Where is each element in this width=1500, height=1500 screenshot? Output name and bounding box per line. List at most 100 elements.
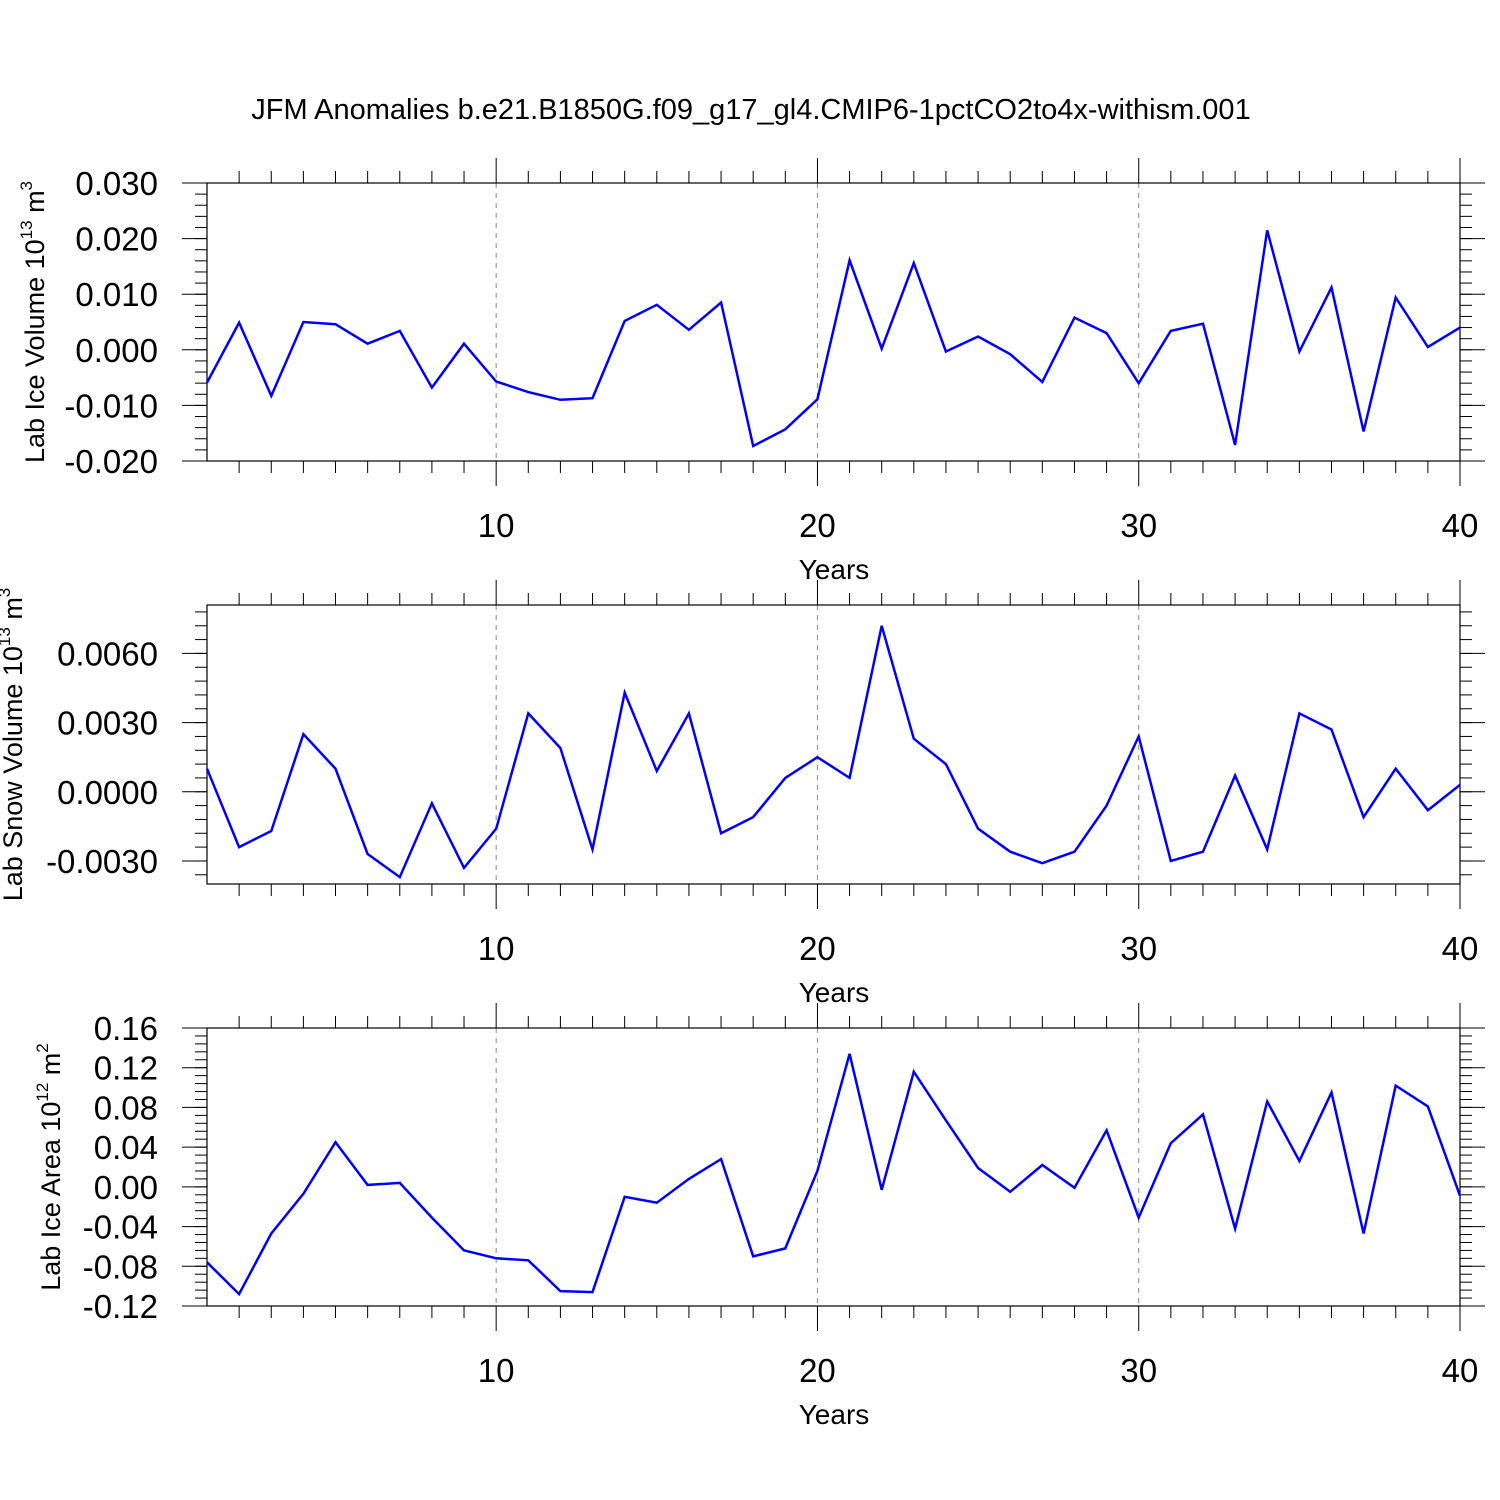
data-point (688, 712, 690, 714)
data-point (1427, 809, 1429, 811)
data-point (527, 712, 529, 714)
data-point (784, 1247, 786, 1249)
data-point (334, 323, 336, 325)
y-axis-label-part: 3 (0, 588, 14, 597)
data-point (270, 1232, 272, 1234)
data-point (1395, 768, 1397, 770)
data-point (1234, 444, 1236, 446)
data-point (238, 1293, 240, 1295)
y-axis-label-part: 13 (17, 220, 36, 239)
y-axis-label-part: 13 (0, 627, 14, 646)
data-point (1427, 346, 1429, 348)
data-point (848, 777, 850, 779)
data-point (1362, 430, 1364, 432)
data-point (1073, 851, 1075, 853)
data-point (1266, 229, 1268, 231)
data-point (656, 1202, 658, 1204)
data-point (591, 1291, 593, 1293)
data-point (945, 1119, 947, 1121)
data-point (752, 1255, 754, 1257)
figure-title: JFM Anomalies b.e21.B1850G.f09_g17_gl4.C… (251, 94, 1250, 126)
data-point (463, 342, 465, 344)
data-point (1395, 296, 1397, 298)
data-point (913, 262, 915, 264)
data-point (816, 398, 818, 400)
y-tick-label: 0.12 (94, 1050, 158, 1087)
y-tick-label: 0.0030 (57, 705, 158, 742)
data-point (399, 330, 401, 332)
data-point (1170, 860, 1172, 862)
panel-ice-volume: 10 20 30 40 Years -0.020 -0.010 0.000 0.010 0.020… (17, 158, 1485, 585)
data-point (1330, 728, 1332, 730)
data-point (431, 1216, 433, 1218)
x-axis-label: Years (799, 554, 870, 585)
data-point (913, 738, 915, 740)
series-line (206, 1053, 1462, 1297)
data-point (720, 301, 722, 303)
data-point (206, 768, 208, 770)
data-point (880, 1189, 882, 1191)
data-point (431, 386, 433, 388)
data-point (238, 846, 240, 848)
data-point (1041, 862, 1043, 864)
data-point (366, 853, 368, 855)
data-point (913, 1070, 915, 1072)
data-point (880, 625, 882, 627)
data-point (977, 1167, 979, 1169)
y-tick-label: 0.16 (94, 1010, 158, 1047)
y-axis-label: Lab Snow Volume 1013 m3 (0, 588, 28, 902)
data-point (206, 381, 208, 383)
y-tick-label: 0.00 (94, 1169, 158, 1206)
x-tick-label: 10 (478, 507, 515, 544)
data-point (399, 876, 401, 878)
y-tick-label: -0.12 (83, 1288, 158, 1325)
data-point (559, 1290, 561, 1292)
data-point (238, 321, 240, 323)
data-point (463, 867, 465, 869)
data-point (720, 832, 722, 834)
data-point (784, 777, 786, 779)
data-point (1234, 774, 1236, 776)
panel-snow-volume: 10 20 30 40 Years -0.0030 0.0000 0.0030 0.0060 La… (0, 580, 1485, 1008)
y-tick-label: 0.08 (94, 1089, 158, 1126)
data-point (1009, 1191, 1011, 1193)
data-point (302, 733, 304, 735)
data-point (848, 1053, 850, 1055)
data-point (334, 768, 336, 770)
data-point (945, 763, 947, 765)
data-point (366, 1184, 368, 1186)
data-point (1073, 1187, 1075, 1189)
data-point (1073, 316, 1075, 318)
data-point (1105, 332, 1107, 334)
data-point (1298, 350, 1300, 352)
data-point (816, 756, 818, 758)
data-point (1395, 1084, 1397, 1086)
data-point (1009, 353, 1011, 355)
data-point (1202, 322, 1204, 324)
data-point (559, 747, 561, 749)
x-tick-label: 30 (1120, 930, 1157, 967)
y-tick-label: 0.000 (75, 332, 158, 369)
y-axis-label-part: Lab Ice Area 10 (36, 1102, 66, 1291)
data-point (1362, 1232, 1364, 1234)
data-point (206, 1261, 208, 1263)
data-point (334, 1141, 336, 1143)
y-tick-label: 0.020 (75, 221, 158, 258)
data-point (1298, 1160, 1300, 1162)
data-point (977, 335, 979, 337)
data-point (656, 304, 658, 306)
series-line (205, 625, 1461, 880)
data-point (656, 770, 658, 772)
data-point (1459, 1195, 1461, 1197)
data-point (1266, 848, 1268, 850)
y-axis-label-part: 3 (17, 181, 36, 190)
y-axis-label-part: Lab Snow Volume 10 (0, 646, 28, 901)
data-point (1298, 712, 1300, 714)
y-tick-label: 0.0060 (57, 635, 158, 672)
data-point (977, 827, 979, 829)
x-tick-label: 20 (799, 507, 836, 544)
y-axis-label-part: 2 (33, 1043, 52, 1052)
data-point (880, 347, 882, 349)
data-point (623, 691, 625, 693)
